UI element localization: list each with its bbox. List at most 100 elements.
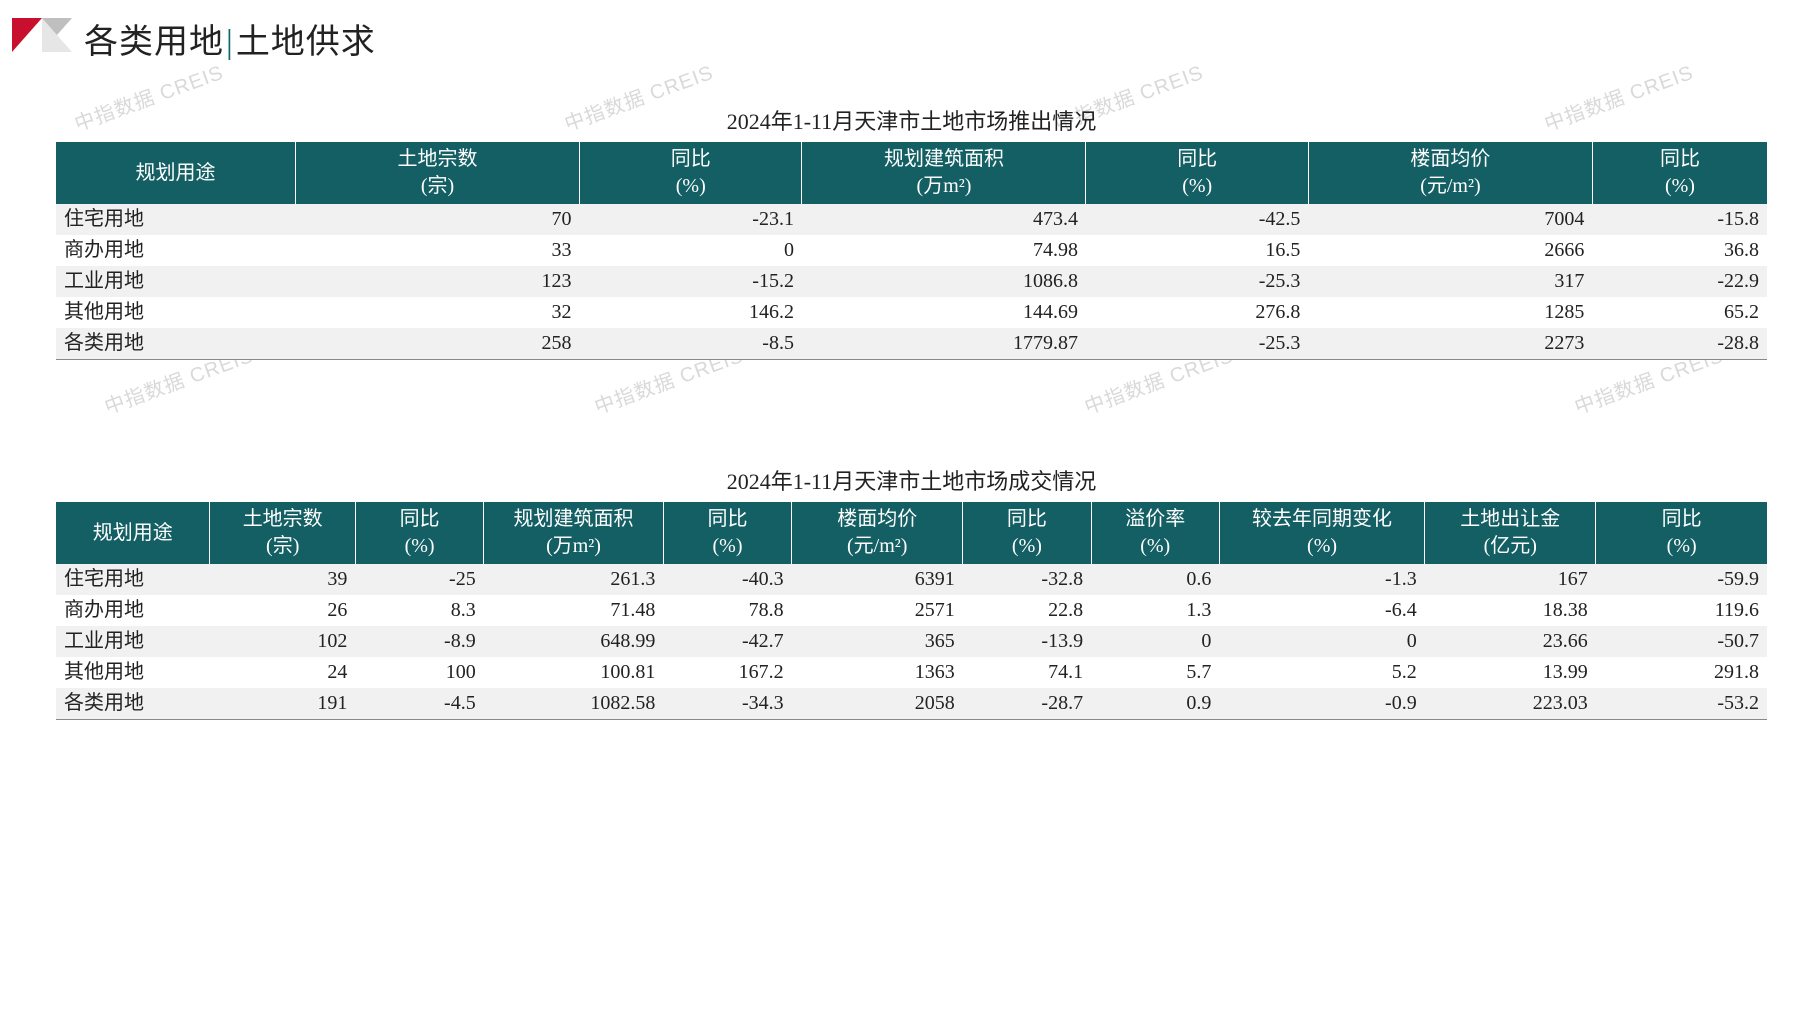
table-cell: 123 <box>296 266 580 297</box>
table2: 规划用途土地宗数(宗)同比(%)规划建筑面积(万m²)同比(%)楼面均价(元/m… <box>56 502 1767 720</box>
table-cell: 167 <box>1425 564 1596 595</box>
table-cell: 0 <box>580 235 802 266</box>
table-row: 商办用地33074.9816.5266636.8 <box>56 235 1767 266</box>
table-cell: 住宅用地 <box>56 204 296 235</box>
column-header: 溢价率(%) <box>1091 502 1219 564</box>
table-row: 其他用地32146.2144.69276.8128565.2 <box>56 297 1767 328</box>
table-cell: 258 <box>296 328 580 360</box>
table-cell: 0 <box>1091 626 1219 657</box>
table-cell: 22.8 <box>963 595 1091 626</box>
table-cell: 33 <box>296 235 580 266</box>
table-cell: 1285 <box>1308 297 1592 328</box>
column-header: 同比(%) <box>580 142 802 204</box>
table-cell: 74.1 <box>963 657 1091 688</box>
table-cell: 8.3 <box>355 595 483 626</box>
table-cell: 317 <box>1308 266 1592 297</box>
table-cell: 其他用地 <box>56 297 296 328</box>
table-cell: 100 <box>355 657 483 688</box>
column-header: 同比(%) <box>1592 142 1767 204</box>
table-cell: -53.2 <box>1596 688 1767 720</box>
table-cell: 2571 <box>792 595 963 626</box>
table-cell: -4.5 <box>355 688 483 720</box>
table-cell: -13.9 <box>963 626 1091 657</box>
table-cell: -32.8 <box>963 564 1091 595</box>
table-cell: -59.9 <box>1596 564 1767 595</box>
table-cell: 18.38 <box>1425 595 1596 626</box>
table-cell: 144.69 <box>802 297 1086 328</box>
table-cell: 191 <box>210 688 355 720</box>
table-cell: 473.4 <box>802 204 1086 235</box>
table-cell: -34.3 <box>663 688 791 720</box>
table-cell: 102 <box>210 626 355 657</box>
table-cell: 5.2 <box>1219 657 1424 688</box>
column-header: 规划建筑面积(万m²) <box>484 502 664 564</box>
table-cell: 1082.58 <box>484 688 664 720</box>
table-cell: 78.8 <box>663 595 791 626</box>
table-cell: -28.8 <box>1592 328 1767 360</box>
column-header: 同比(%) <box>355 502 483 564</box>
column-header: 楼面均价(元/m²) <box>1308 142 1592 204</box>
table-cell: 6391 <box>792 564 963 595</box>
column-header: 规划用途 <box>56 502 210 564</box>
table-cell: 各类用地 <box>56 688 210 720</box>
table-cell: 32 <box>296 297 580 328</box>
column-header: 土地宗数(宗) <box>296 142 580 204</box>
column-header: 土地出让金(亿元) <box>1425 502 1596 564</box>
table-cell: 1086.8 <box>802 266 1086 297</box>
column-header: 规划建筑面积(万m²) <box>802 142 1086 204</box>
table-cell: -0.9 <box>1219 688 1424 720</box>
page-title: 各类用地|土地供求 <box>84 14 376 63</box>
table-cell: 65.2 <box>1592 297 1767 328</box>
table-cell: -8.9 <box>355 626 483 657</box>
table-cell: 648.99 <box>484 626 664 657</box>
table-cell: 7004 <box>1308 204 1592 235</box>
table1-title: 2024年1-11月天津市土地市场推出情况 <box>56 104 1767 136</box>
table-row: 住宅用地70-23.1473.4-42.57004-15.8 <box>56 204 1767 235</box>
table-cell: 1363 <box>792 657 963 688</box>
table-row: 各类用地258-8.51779.87-25.32273-28.8 <box>56 328 1767 360</box>
table-cell: -15.2 <box>580 266 802 297</box>
column-header: 楼面均价(元/m²) <box>792 502 963 564</box>
table-cell: 261.3 <box>484 564 664 595</box>
table2-section: 2024年1-11月天津市土地市场成交情况 规划用途土地宗数(宗)同比(%)规划… <box>56 464 1767 720</box>
table-cell: -42.5 <box>1086 204 1308 235</box>
table-row: 各类用地191-4.51082.58-34.32058-28.70.9-0.92… <box>56 688 1767 720</box>
table-row: 工业用地123-15.21086.8-25.3317-22.9 <box>56 266 1767 297</box>
table-cell: 5.7 <box>1091 657 1219 688</box>
table-cell: 119.6 <box>1596 595 1767 626</box>
table-cell: 36.8 <box>1592 235 1767 266</box>
table-cell: -40.3 <box>663 564 791 595</box>
table-cell: 24 <box>210 657 355 688</box>
table2-title: 2024年1-11月天津市土地市场成交情况 <box>56 464 1767 496</box>
table-row: 工业用地102-8.9648.99-42.7365-13.90023.66-50… <box>56 626 1767 657</box>
table-row: 其他用地24100100.81167.2136374.15.75.213.992… <box>56 657 1767 688</box>
brand-logo-icon <box>12 18 72 52</box>
table-cell: -15.8 <box>1592 204 1767 235</box>
table-cell: 291.8 <box>1596 657 1767 688</box>
table-cell: 365 <box>792 626 963 657</box>
table-cell: 0.6 <box>1091 564 1219 595</box>
page-title-right: 土地供求 <box>236 24 376 61</box>
column-header: 土地宗数(宗) <box>210 502 355 564</box>
table-cell: 2273 <box>1308 328 1592 360</box>
table-cell: 23.66 <box>1425 626 1596 657</box>
table-cell: 1.3 <box>1091 595 1219 626</box>
table-cell: 1779.87 <box>802 328 1086 360</box>
table-cell: -25.3 <box>1086 266 1308 297</box>
table-cell: -8.5 <box>580 328 802 360</box>
table-cell: 276.8 <box>1086 297 1308 328</box>
table1-section: 2024年1-11月天津市土地市场推出情况 规划用途土地宗数(宗)同比(%)规划… <box>56 104 1767 360</box>
table-cell: -1.3 <box>1219 564 1424 595</box>
table-row: 商办用地268.371.4878.8257122.81.3-6.418.3811… <box>56 595 1767 626</box>
table-cell: 13.99 <box>1425 657 1596 688</box>
table-cell: 71.48 <box>484 595 664 626</box>
column-header: 同比(%) <box>963 502 1091 564</box>
table-cell: 各类用地 <box>56 328 296 360</box>
page-title-left: 各类用地 <box>84 24 224 61</box>
table-cell: 商办用地 <box>56 595 210 626</box>
column-header: 规划用途 <box>56 142 296 204</box>
table1: 规划用途土地宗数(宗)同比(%)规划建筑面积(万m²)同比(%)楼面均价(元/m… <box>56 142 1767 360</box>
table-cell: 16.5 <box>1086 235 1308 266</box>
table-cell: 74.98 <box>802 235 1086 266</box>
column-header: 同比(%) <box>663 502 791 564</box>
